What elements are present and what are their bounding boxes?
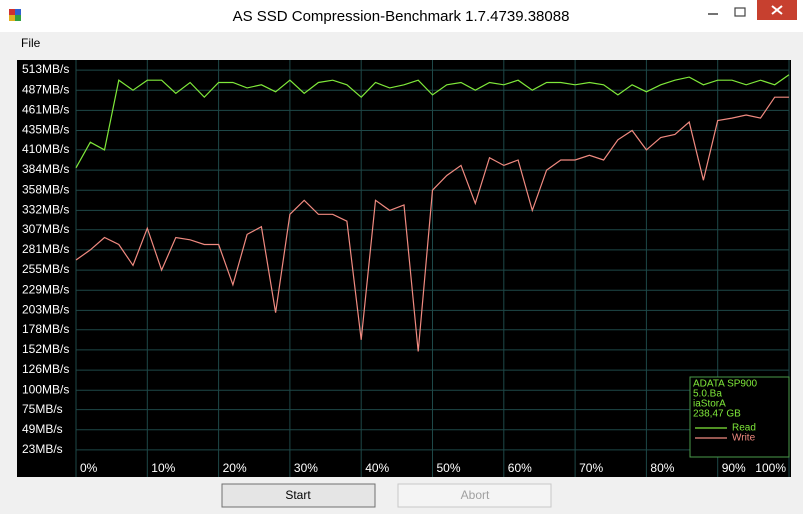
y-tick-label: 178MB/s bbox=[22, 322, 69, 336]
y-tick-label: 229MB/s bbox=[22, 282, 69, 296]
y-tick-label: 203MB/s bbox=[22, 303, 69, 317]
y-tick-label: 513MB/s bbox=[22, 62, 69, 76]
start-button-label[interactable]: Start bbox=[285, 488, 311, 502]
close-button[interactable] bbox=[757, 0, 797, 20]
x-tick-label: 70% bbox=[579, 461, 603, 475]
series-line bbox=[75, 74, 790, 169]
y-tick-label: 100MB/s bbox=[22, 382, 69, 396]
x-tick-label: 80% bbox=[650, 461, 674, 475]
device-info: ADATA SP900 bbox=[693, 379, 758, 390]
device-info: 238,47 GB bbox=[693, 409, 741, 420]
x-tick-label: 50% bbox=[437, 461, 461, 475]
y-tick-label: 487MB/s bbox=[22, 82, 69, 96]
abort-button-label: Abort bbox=[461, 488, 490, 502]
y-tick-label: 75MB/s bbox=[22, 402, 63, 416]
x-tick-label: 100% bbox=[755, 461, 786, 475]
app-icon bbox=[9, 9, 21, 21]
title-bar bbox=[0, 0, 803, 32]
y-tick-label: 23MB/s bbox=[22, 442, 63, 456]
chart-background bbox=[17, 60, 791, 477]
x-tick-label: 60% bbox=[508, 461, 532, 475]
legend-label: Read bbox=[732, 423, 756, 434]
series-line bbox=[75, 96, 789, 352]
x-tick-label: 40% bbox=[365, 461, 389, 475]
y-tick-label: 410MB/s bbox=[22, 142, 69, 156]
legend-box bbox=[689, 376, 790, 458]
y-tick-label: 126MB/s bbox=[22, 362, 69, 376]
menu-item[interactable]: File bbox=[21, 36, 41, 50]
y-tick-label: 152MB/s bbox=[22, 342, 69, 356]
start-button[interactable] bbox=[221, 483, 376, 508]
chart: 23MB/s 49MB/s 75MB/s 100MB/s 126MB/s 152MB/s 1… bbox=[22, 60, 790, 477]
x-tick-label: 30% bbox=[294, 461, 318, 475]
x-tick-label: 90% bbox=[722, 461, 746, 475]
abort-button bbox=[397, 483, 552, 508]
maximize-button[interactable] bbox=[734, 7, 746, 17]
y-tick-label: 281MB/s bbox=[22, 242, 69, 256]
y-tick-label: 49MB/s bbox=[22, 422, 63, 436]
device-info: iaStorA bbox=[693, 399, 726, 410]
y-tick-label: 384MB/s bbox=[22, 162, 69, 176]
y-tick-label: 307MB/s bbox=[22, 222, 69, 236]
y-tick-label: 358MB/s bbox=[22, 182, 69, 196]
device-info: 5.0.Ba bbox=[693, 389, 722, 400]
x-tick-label: 10% bbox=[151, 461, 175, 475]
window-title: AS SSD Compression-Benchmark 1.7.4739.38… bbox=[233, 8, 570, 25]
y-tick-label: 332MB/s bbox=[22, 203, 69, 217]
x-tick-label: 0% bbox=[80, 461, 98, 475]
y-tick-label: 461MB/s bbox=[22, 103, 69, 117]
y-tick-label: 255MB/s bbox=[22, 262, 69, 276]
legend-label: Write bbox=[732, 433, 756, 444]
x-tick-label: 20% bbox=[223, 461, 247, 475]
y-tick-label: 435MB/s bbox=[22, 123, 69, 137]
